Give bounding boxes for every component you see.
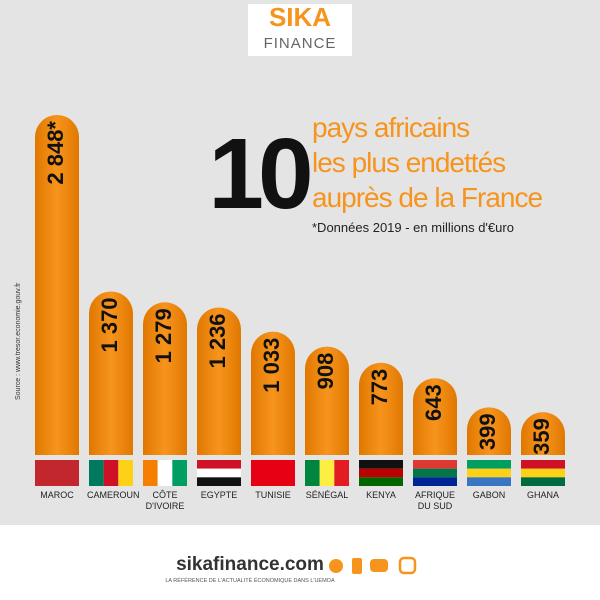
flag-stripe [413, 477, 457, 486]
footer-tagline: LA RÉFÉRENCE DE L'ACTUALITÉ ÉCONOMIQUE D… [165, 577, 335, 584]
value-label: 643 [421, 384, 446, 421]
flag-stripe [89, 460, 104, 486]
flag-stripe [197, 477, 241, 486]
footer-bg [0, 525, 600, 600]
category-label: GABON [472, 490, 506, 500]
category-label: EGYPTE [200, 490, 238, 500]
flag-stripe [103, 460, 119, 486]
flag-stripe [172, 460, 187, 486]
bar [197, 307, 242, 455]
flag-stripe [521, 460, 565, 469]
bar [521, 412, 565, 455]
source: Source : www.tresor.economie.gouv.fr [15, 282, 22, 400]
bar [35, 115, 79, 455]
category-label: MAROC [40, 490, 74, 500]
flag-stripe [359, 477, 403, 486]
value-label: 1 236 [205, 313, 230, 368]
value-label: 1 033 [259, 338, 284, 393]
category-label: AFRIQUE DU SUD [414, 490, 455, 511]
flag-stripe [413, 468, 457, 478]
title-line: auprès de la France [312, 182, 542, 213]
category-label: TUNISIE [255, 490, 291, 500]
bar [467, 407, 511, 455]
footer-site: sikafinance.com [176, 554, 324, 575]
flag-stripe [467, 460, 511, 469]
value-label: 908 [313, 353, 338, 390]
category-label: SÉNÉGAL [305, 490, 349, 500]
youtube-icon[interactable] [370, 559, 388, 572]
bar [305, 346, 349, 455]
category-label: GHANA [526, 490, 559, 500]
value-label: 1 279 [151, 308, 176, 363]
flag-stripe [35, 460, 79, 486]
bar [89, 291, 133, 455]
logo-sub: FINANCE [264, 35, 337, 52]
flag-stripe [319, 460, 335, 486]
flag-stripe [334, 460, 349, 486]
value-label: 2 848* [43, 121, 68, 185]
flag-stripe [197, 468, 241, 478]
flag-stripe [359, 460, 403, 469]
value-label: 1 370 [97, 297, 122, 352]
bar [251, 331, 295, 455]
flag-stripe [521, 468, 565, 478]
flag-stripe [143, 460, 158, 486]
flag-stripe [157, 460, 173, 486]
value-label: 773 [367, 369, 392, 406]
category-label: KENYA [366, 490, 396, 500]
flag-stripe [359, 468, 403, 478]
bar [143, 302, 187, 455]
category-label: CÔTE D'IVOIRE [145, 490, 185, 511]
flag-stripe [413, 460, 457, 469]
flag-stripe [197, 460, 241, 469]
value-label: 399 [475, 413, 500, 450]
logo-brand: SIKA [269, 2, 331, 32]
title-line: les plus endettés [312, 147, 505, 178]
title-line: pays africains [312, 112, 469, 143]
bar [413, 378, 457, 455]
flag-stripe [118, 460, 133, 486]
instagram-icon[interactable] [398, 556, 417, 575]
facebook-icon[interactable] [352, 558, 362, 574]
twitter-icon[interactable] [329, 559, 343, 573]
flag-stripe [251, 460, 295, 486]
flag-stripe [305, 460, 320, 486]
value-label: 359 [529, 418, 554, 455]
flag-stripe [521, 477, 565, 486]
flag-stripe [467, 477, 511, 486]
title-number: 10 [208, 118, 310, 230]
flag-stripe [467, 468, 511, 478]
logo-box [248, 4, 352, 56]
category-label: CAMEROUN [87, 490, 140, 500]
subtitle: *Données 2019 - en millions d'€uro [312, 220, 514, 235]
bar [359, 362, 403, 455]
